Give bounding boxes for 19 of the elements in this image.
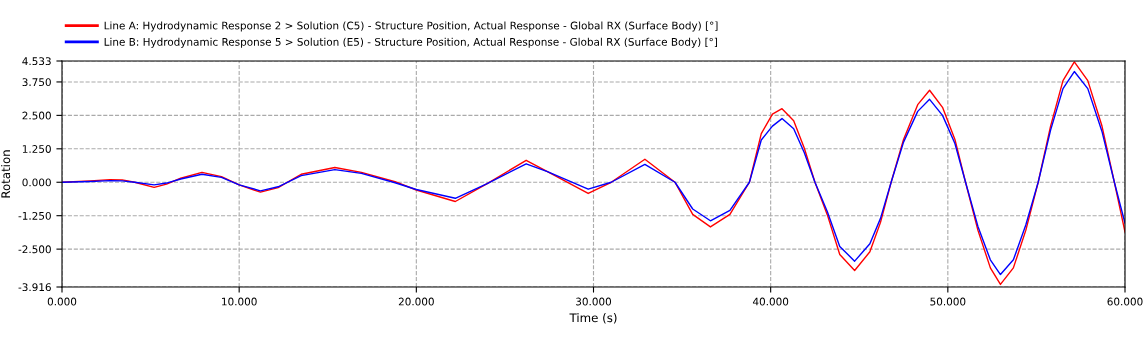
legend-label: Line B: Hydrodynamic Response 5 > Solution (E5) - Structure Position, Actual Response - Global RX (Surface Body) [°]: [104, 37, 717, 48]
x-tick-label: 40.000: [752, 297, 789, 306]
y-tick-label: 4.533: [22, 57, 51, 66]
y-axis-title: Rotation: [1, 150, 11, 198]
x-tick-label: 50.000: [930, 297, 966, 306]
x-axis-title: Time (s): [569, 313, 617, 324]
x-tick-label: 30.000: [576, 297, 612, 306]
x-tick-label: 10.000: [222, 297, 257, 306]
y-tick-label: 0.000: [22, 178, 51, 187]
x-tick-label: 20.000: [398, 297, 434, 306]
y-tick-label: 1.250: [22, 145, 51, 153]
y-tick-label: 3.750: [22, 78, 51, 87]
x-tick-label: 0.000: [47, 297, 77, 306]
legend-label: Line A: Hydrodynamic Response 2 > Solution (C5) - Structure Position, Actual Response - Global RX (Surface Body) [°]: [104, 21, 718, 32]
x-tick-label: 60.000: [1107, 297, 1143, 306]
y-tick-label: -2.500: [18, 245, 51, 254]
y-tick-label: 2.500: [22, 111, 51, 120]
y-tick-label: -3.916: [18, 283, 51, 292]
y-tick-label: -1.250: [18, 211, 51, 220]
